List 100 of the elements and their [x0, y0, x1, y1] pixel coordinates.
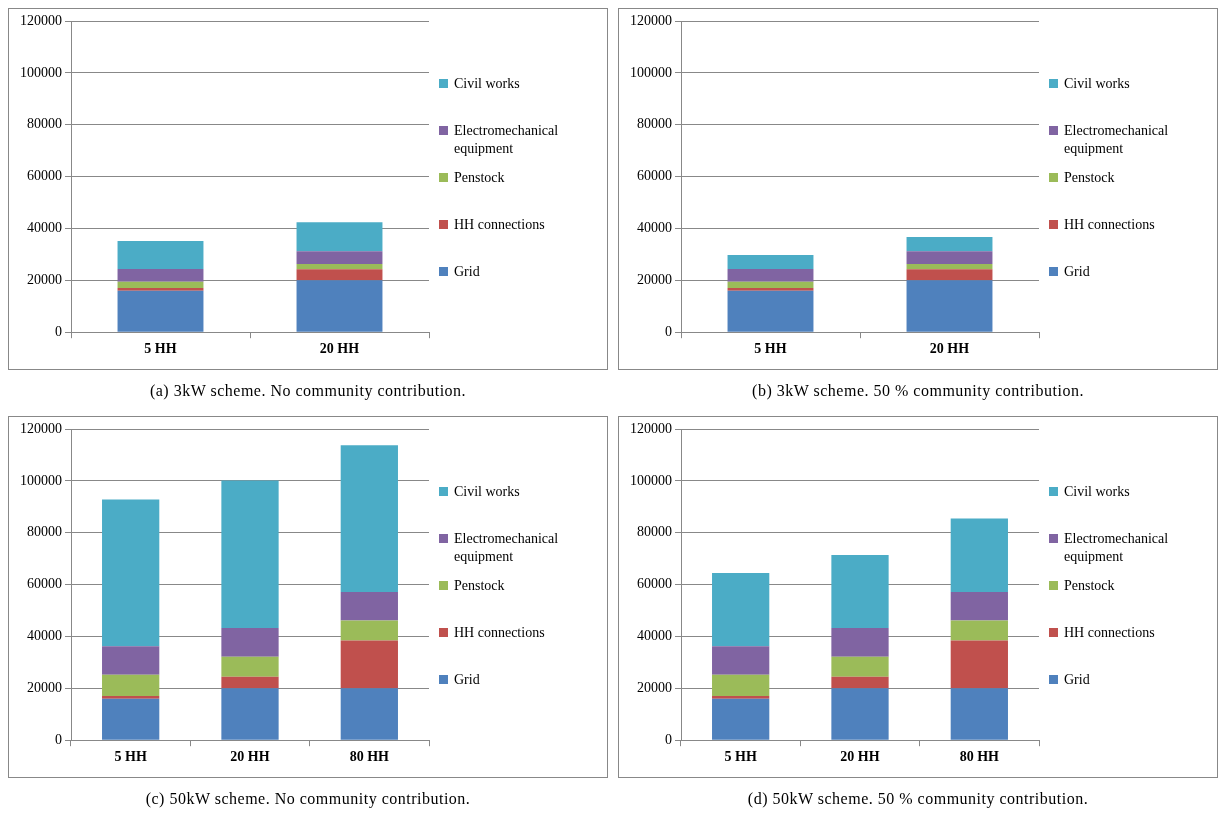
- x-tick-label: 5 HH: [114, 749, 147, 765]
- bar: [727, 290, 814, 332]
- bar: [831, 627, 889, 657]
- y-tick-label: 60000: [27, 576, 62, 592]
- y-tick-label: 100000: [20, 64, 62, 80]
- y-tick-label: 100000: [630, 472, 672, 488]
- bar: [950, 620, 1008, 641]
- bar: [906, 269, 993, 281]
- legend-label: Penstock: [454, 169, 505, 187]
- bar: [906, 280, 993, 332]
- text: (a) 3kW scheme. No community contribution.: [148, 382, 468, 400]
- bar: [831, 688, 889, 740]
- x-tick-label: 20 HH: [840, 749, 880, 765]
- bar: [906, 264, 993, 270]
- y-tick-label: 20000: [27, 272, 62, 288]
- y-tick-label: 0: [55, 323, 62, 339]
- legend-label: Penstock: [1064, 577, 1115, 595]
- bar: [712, 698, 770, 740]
- y-tick-label: 0: [665, 323, 672, 339]
- bar: [102, 696, 160, 699]
- y-tick-label: 60000: [637, 576, 672, 592]
- bar: [712, 572, 770, 647]
- x-tick-label: 20 HH: [929, 341, 970, 357]
- bar: [950, 688, 1008, 740]
- y-tick-label: 0: [55, 731, 62, 747]
- y-tick-label: 120000: [630, 420, 672, 436]
- bar: [906, 237, 993, 252]
- bar: [117, 290, 204, 332]
- legend-label: Grid: [454, 263, 480, 281]
- bar: [712, 696, 770, 699]
- bar: [831, 676, 889, 689]
- bar: [221, 676, 279, 689]
- bar: [340, 640, 398, 689]
- legend-label: Grid: [1064, 671, 1090, 689]
- y-tick-label: 100000: [20, 472, 62, 488]
- y-tick-label: 120000: [20, 420, 62, 436]
- y-tick-label: 60000: [27, 168, 62, 184]
- y-tick-label: 20000: [27, 680, 62, 696]
- y-tick-label: 80000: [637, 116, 672, 132]
- legend-label: HH connections: [1064, 216, 1155, 234]
- legend-label: Penstock: [1064, 169, 1115, 187]
- y-tick-label: 60000: [637, 168, 672, 184]
- bar: [102, 499, 160, 647]
- bar: [712, 674, 770, 697]
- y-tick-label: 40000: [637, 628, 672, 644]
- bar: [712, 646, 770, 675]
- x-tick-label: 5 HH: [754, 341, 787, 357]
- legend-label: HH connections: [1064, 624, 1155, 642]
- bar: [221, 688, 279, 740]
- bar: [221, 656, 279, 677]
- y-tick-label: 20000: [637, 272, 672, 288]
- bar: [727, 288, 814, 291]
- y-tick-label: 120000: [20, 12, 62, 28]
- x-tick-label: 80 HH: [349, 749, 390, 765]
- legend-label: Civil works: [1064, 483, 1130, 501]
- bar: [727, 254, 814, 269]
- legend-label: HH connections: [454, 624, 545, 642]
- legend-label: Penstock: [454, 577, 505, 595]
- x-tick-label: 20 HH: [319, 341, 360, 357]
- y-tick-label: 80000: [27, 524, 62, 540]
- bar: [340, 592, 398, 621]
- text: (d) 50kW scheme. 50 % community contribution.: [746, 790, 1090, 808]
- bar: [950, 592, 1008, 621]
- y-tick-label: 100000: [630, 64, 672, 80]
- bar: [906, 251, 993, 264]
- y-tick-label: 40000: [637, 220, 672, 236]
- y-tick-label: 80000: [637, 524, 672, 540]
- y-tick-label: 0: [665, 731, 672, 747]
- bar: [727, 281, 814, 289]
- bar: [340, 688, 398, 740]
- x-tick-label: 5 HH: [724, 749, 757, 765]
- bar: [296, 222, 383, 252]
- y-tick-label: 80000: [27, 116, 62, 132]
- bar: [296, 251, 383, 264]
- x-tick-label: 5 HH: [144, 341, 177, 357]
- legend-label: Electromechanical equipment: [454, 530, 560, 566]
- legend-label: Civil works: [1064, 75, 1130, 93]
- bar: [117, 240, 204, 269]
- legend-label: Civil works: [454, 483, 520, 501]
- bar: [117, 268, 204, 282]
- bar: [950, 518, 1008, 593]
- bar: [950, 640, 1008, 689]
- y-tick-label: 40000: [27, 220, 62, 236]
- bar: [102, 698, 160, 740]
- legend-label: Electromechanical equipment: [454, 122, 560, 158]
- bar: [221, 480, 279, 628]
- bar: [340, 620, 398, 641]
- bar: [831, 656, 889, 677]
- legend-label: Civil works: [454, 75, 520, 93]
- legend-label: Electromechanical equipment: [1064, 530, 1170, 566]
- bar: [296, 280, 383, 332]
- text: (c) 50kW scheme. No community contribution.: [144, 790, 472, 808]
- bar: [296, 264, 383, 270]
- legend-label: Grid: [1064, 263, 1090, 281]
- legend-label: Grid: [454, 671, 480, 689]
- y-tick-label: 20000: [637, 680, 672, 696]
- text: (b) 3kW scheme. 50 % community contribution.: [751, 382, 1085, 400]
- bar: [831, 555, 889, 628]
- bar: [102, 646, 160, 675]
- legend-label: HH connections: [454, 216, 545, 234]
